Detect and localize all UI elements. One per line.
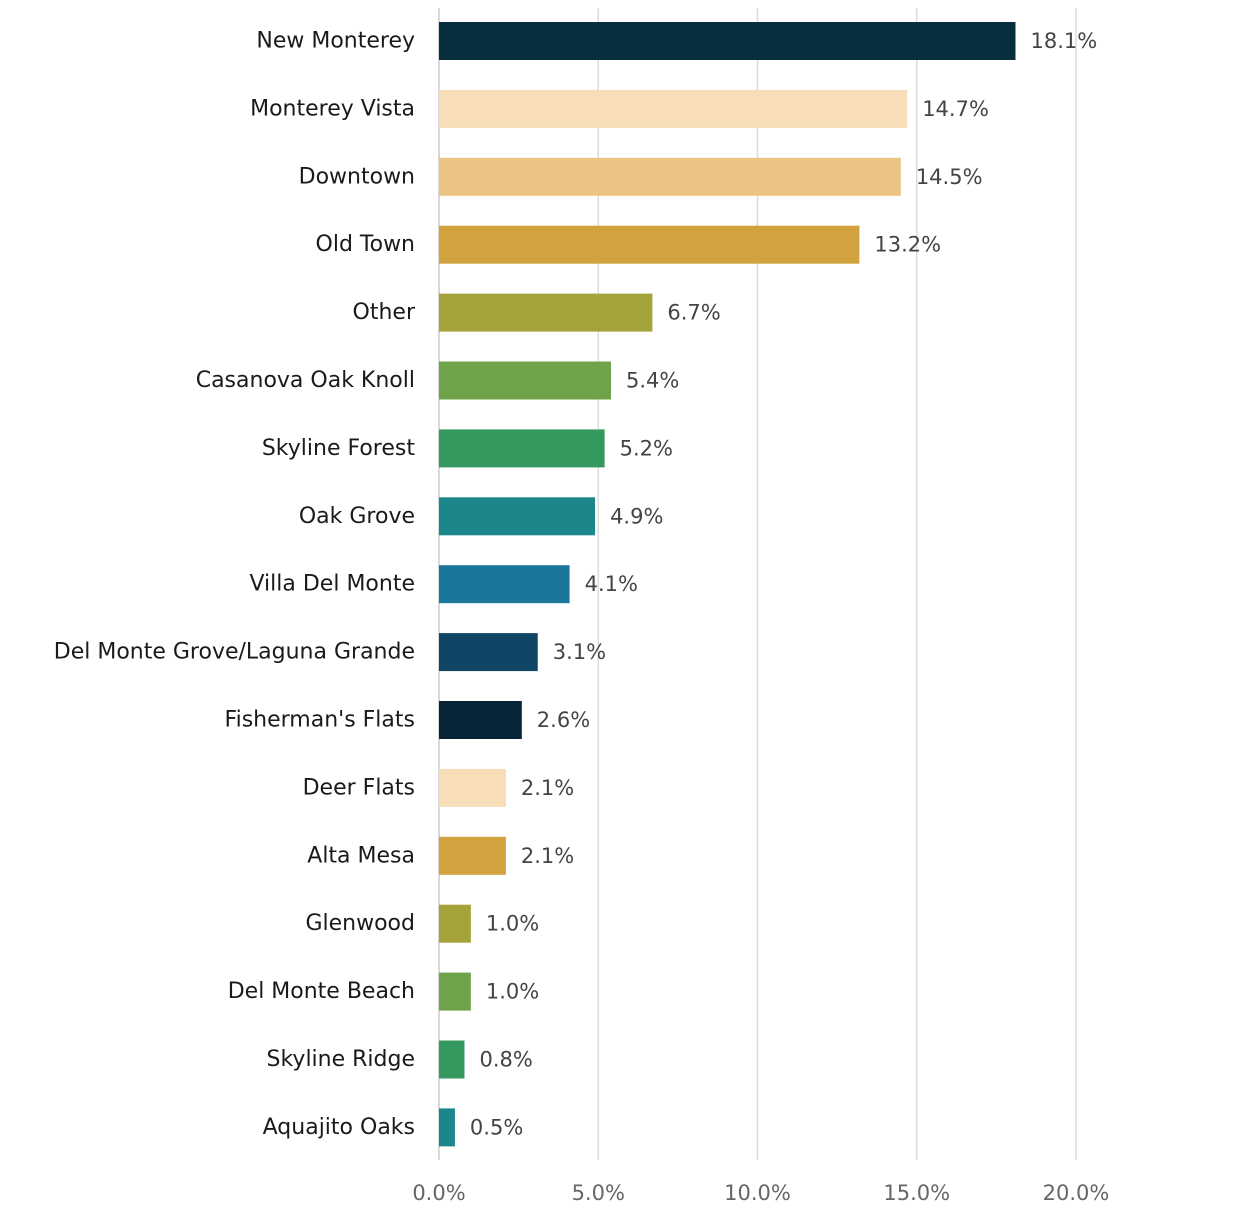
- category-label: Downtown: [299, 164, 415, 189]
- x-tick-label: 20.0%: [1043, 1181, 1110, 1205]
- bar-oak-grove: [439, 497, 596, 536]
- category-label: New Monterey: [256, 29, 415, 54]
- bar-del-monte-grove-laguna-grande: [439, 633, 538, 672]
- category-label: Fisherman's Flats: [225, 708, 415, 733]
- bar-alta-mesa: [439, 836, 506, 875]
- category-label: Monterey Vista: [250, 96, 415, 121]
- category-label: Skyline Forest: [262, 436, 416, 461]
- value-label: 14.5%: [916, 165, 983, 189]
- x-tick-label: 15.0%: [883, 1181, 950, 1205]
- value-label: 3.1%: [553, 640, 606, 664]
- gridlines: [438, 8, 1077, 1160]
- value-label: 0.5%: [470, 1115, 523, 1139]
- category-label: Glenwood: [305, 911, 415, 936]
- x-tick-label: 10.0%: [724, 1181, 791, 1205]
- bar-other: [439, 293, 653, 332]
- bar-aquajito-oaks: [439, 1108, 455, 1147]
- category-label: Oak Grove: [299, 504, 415, 529]
- category-label: Del Monte Beach: [228, 979, 415, 1004]
- bar-fisherman-s-flats: [439, 701, 522, 739]
- value-label: 4.1%: [585, 572, 638, 596]
- value-label: 2.1%: [521, 776, 574, 800]
- category-label: Deer Flats: [303, 775, 415, 800]
- value-labels: 18.1% 14.7% 14.5% 13.2% 6.7% 5.4% 5.2% 4.9% 4.1%…: [470, 29, 1097, 1139]
- value-label: 2.6%: [537, 708, 590, 732]
- bar-casanova-oak-knoll: [439, 361, 611, 400]
- value-label: 5.2%: [620, 436, 673, 460]
- x-axis-ticks: 0.0% 5.0% 10.0% 15.0% 20.0%: [412, 1181, 1109, 1205]
- x-tick-label: 5.0%: [572, 1181, 625, 1205]
- category-label: Alta Mesa: [307, 843, 415, 868]
- value-label: 14.7%: [922, 97, 989, 121]
- category-label: Casanova Oak Knoll: [196, 368, 415, 393]
- bar-deer-flats: [439, 768, 506, 807]
- value-label: 5.4%: [626, 369, 679, 393]
- value-label: 18.1%: [1030, 29, 1097, 53]
- category-label: Villa Del Monte: [249, 572, 415, 597]
- bar-monterey-vista: [439, 89, 908, 128]
- category-labels: New Monterey Monterey Vista Downtown Old To…: [54, 29, 416, 1140]
- category-label: Skyline Ridge: [267, 1047, 416, 1072]
- bar-glenwood: [439, 904, 471, 943]
- value-label: 2.1%: [521, 844, 574, 868]
- value-label: 1.0%: [486, 912, 539, 936]
- category-label: Old Town: [316, 232, 415, 257]
- value-label: 4.9%: [610, 504, 663, 528]
- value-label: 1.0%: [486, 980, 539, 1004]
- bars: [439, 22, 1016, 1147]
- bar-skyline-ridge: [439, 1040, 465, 1079]
- bar-downtown: [439, 157, 901, 196]
- bar-villa-del-monte: [439, 565, 570, 604]
- category-label: Aquajito Oaks: [263, 1115, 415, 1140]
- value-label: 13.2%: [874, 233, 941, 257]
- bar-del-monte-beach: [439, 972, 471, 1011]
- bar-skyline-forest: [439, 429, 605, 468]
- bar-new-monterey: [439, 22, 1016, 60]
- category-label: Other: [353, 300, 416, 325]
- category-label: Del Monte Grove/Laguna Grande: [54, 640, 415, 665]
- x-tick-label: 0.0%: [412, 1181, 465, 1205]
- value-label: 6.7%: [667, 301, 720, 325]
- value-label: 0.8%: [479, 1048, 532, 1072]
- bar-old-town: [439, 225, 860, 264]
